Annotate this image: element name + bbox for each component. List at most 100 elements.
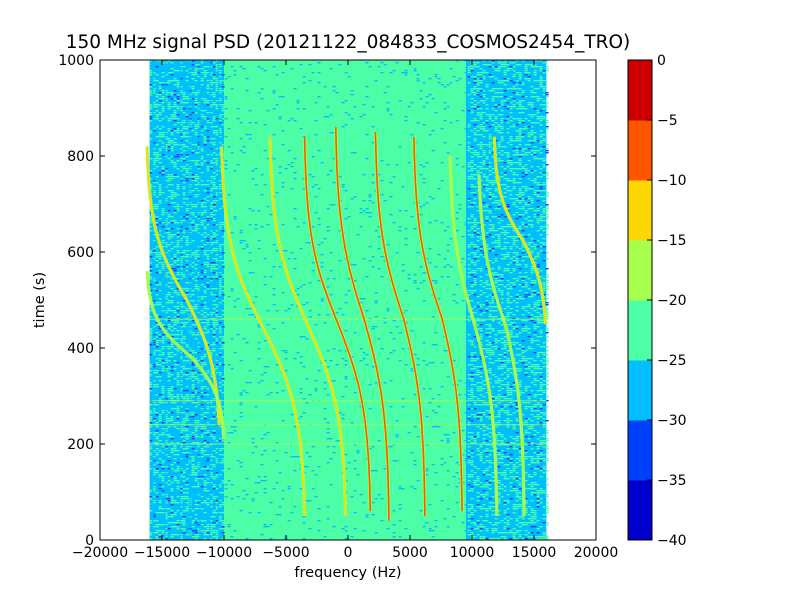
noise-speckle xyxy=(311,446,315,448)
noise-speckle xyxy=(506,298,510,300)
noise-speckle xyxy=(473,358,477,360)
noise-speckle xyxy=(467,378,471,380)
noise-speckle xyxy=(479,270,483,272)
noise-speckle xyxy=(545,368,549,370)
noise-speckle xyxy=(479,446,483,448)
noise-speckle xyxy=(488,294,492,296)
noise-speckle xyxy=(200,240,204,242)
noise-speckle xyxy=(218,70,222,72)
noise-speckle xyxy=(182,274,186,276)
noise-speckle xyxy=(476,250,480,252)
noise-speckle xyxy=(170,442,174,444)
noise-speckle xyxy=(164,84,168,86)
noise-speckle xyxy=(470,222,474,224)
noise-speckle xyxy=(212,334,216,336)
noise-speckle xyxy=(482,168,486,170)
noise-speckle xyxy=(254,168,258,170)
noise-speckle xyxy=(509,108,513,110)
noise-speckle xyxy=(389,380,393,382)
noise-speckle xyxy=(473,366,477,368)
noise-speckle xyxy=(500,320,504,322)
noise-speckle xyxy=(218,184,222,186)
noise-speckle xyxy=(182,236,186,238)
noise-speckle xyxy=(383,322,387,324)
noise-speckle xyxy=(218,228,222,230)
noise-speckle xyxy=(176,222,180,224)
noise-speckle xyxy=(536,304,540,306)
noise-speckle xyxy=(170,334,174,336)
noise-speckle xyxy=(509,288,513,290)
noise-speckle xyxy=(209,214,213,216)
noise-speckle xyxy=(185,128,189,130)
noise-speckle xyxy=(149,364,153,366)
noise-speckle xyxy=(470,390,474,392)
noise-speckle xyxy=(497,444,501,446)
noise-speckle xyxy=(455,164,459,166)
noise-speckle xyxy=(161,354,165,356)
noise-speckle xyxy=(527,152,531,154)
noise-speckle xyxy=(179,240,183,242)
noise-speckle xyxy=(149,138,153,140)
noise-speckle xyxy=(515,138,519,140)
noise-speckle xyxy=(539,408,543,410)
noise-speckle xyxy=(470,260,474,262)
noise-speckle xyxy=(527,418,531,420)
noise-speckle xyxy=(518,156,522,158)
noise-speckle xyxy=(524,390,528,392)
noise-speckle xyxy=(482,252,486,254)
noise-speckle xyxy=(500,458,504,460)
noise-speckle xyxy=(266,324,270,326)
noise-speckle xyxy=(191,456,195,458)
noise-speckle xyxy=(170,370,174,372)
noise-speckle xyxy=(209,252,213,254)
noise-speckle xyxy=(530,296,534,298)
noise-speckle xyxy=(524,152,528,154)
noise-speckle xyxy=(488,90,492,92)
noise-speckle xyxy=(185,216,189,218)
noise-speckle xyxy=(524,96,528,98)
noise-speckle xyxy=(182,134,186,136)
noise-speckle xyxy=(212,266,216,268)
noise-speckle xyxy=(197,228,201,230)
noise-speckle xyxy=(176,154,180,156)
noise-speckle xyxy=(524,372,528,374)
noise-speckle xyxy=(497,268,501,270)
noise-speckle xyxy=(506,294,510,296)
noise-speckle xyxy=(365,86,369,88)
noise-speckle xyxy=(500,114,504,116)
noise-speckle xyxy=(197,216,201,218)
noise-speckle xyxy=(488,228,492,230)
noise-speckle xyxy=(179,272,183,274)
noise-speckle xyxy=(200,418,204,420)
noise-speckle xyxy=(185,434,189,436)
noise-speckle xyxy=(179,436,183,438)
noise-speckle xyxy=(542,190,546,192)
noise-speckle xyxy=(203,254,207,256)
noise-speckle xyxy=(167,294,171,296)
noise-speckle xyxy=(221,300,225,302)
noise-speckle xyxy=(167,210,171,212)
noise-speckle xyxy=(515,152,519,154)
noise-speckle xyxy=(197,312,201,314)
noise-speckle xyxy=(158,258,162,260)
noise-speckle xyxy=(536,416,540,418)
noise-speckle xyxy=(425,416,429,418)
noise-speckle xyxy=(200,270,204,272)
noise-speckle xyxy=(158,186,162,188)
noise-speckle xyxy=(206,412,210,414)
noise-speckle xyxy=(158,100,162,102)
noise-speckle xyxy=(506,166,510,168)
noise-speckle xyxy=(155,340,159,342)
noise-speckle xyxy=(485,416,489,418)
noise-speckle xyxy=(212,242,216,244)
noise-speckle xyxy=(542,212,546,214)
noise-speckle xyxy=(497,88,501,90)
noise-speckle xyxy=(152,240,156,242)
noise-speckle xyxy=(170,94,174,96)
noise-speckle xyxy=(506,392,510,394)
noise-speckle xyxy=(191,206,195,208)
noise-speckle xyxy=(149,374,153,376)
noise-speckle xyxy=(152,194,156,196)
noise-speckle xyxy=(491,90,495,92)
noise-speckle xyxy=(506,280,510,282)
